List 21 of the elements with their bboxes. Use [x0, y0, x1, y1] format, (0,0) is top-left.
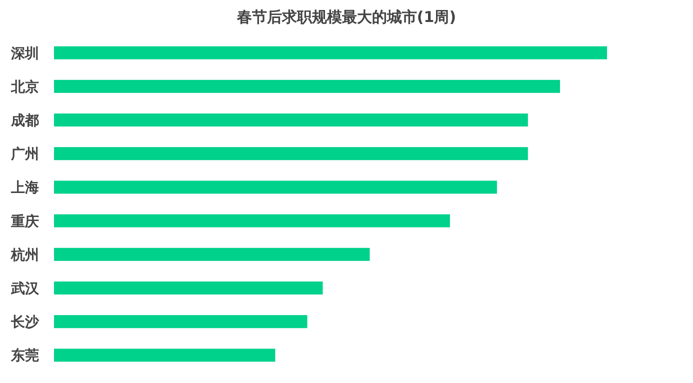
chart-title: 春节后求职规模最大的城市(1周) [236, 8, 456, 26]
bar [54, 282, 323, 294]
bar [54, 248, 370, 261]
y-tick-label: 广州 [10, 146, 39, 163]
bar [54, 180, 497, 194]
y-tick-label: 东莞 [10, 347, 39, 364]
bar [54, 214, 450, 228]
bar [54, 80, 560, 93]
bar [54, 114, 528, 126]
y-tick-label: 长沙 [10, 314, 40, 331]
y-tick-label: 成都 [10, 113, 39, 129]
y-tick-label: 北京 [10, 78, 39, 96]
y-tick-label: 上海 [10, 180, 39, 196]
bar [54, 147, 528, 160]
y-tick-label: 武汉 [10, 281, 40, 297]
bar [54, 46, 607, 60]
y-tick-label: 重庆 [10, 212, 39, 230]
y-tick-label: 杭州 [10, 246, 39, 264]
y-tick-label: 深圳 [10, 46, 39, 62]
bar [54, 348, 276, 362]
bar [54, 315, 308, 328]
